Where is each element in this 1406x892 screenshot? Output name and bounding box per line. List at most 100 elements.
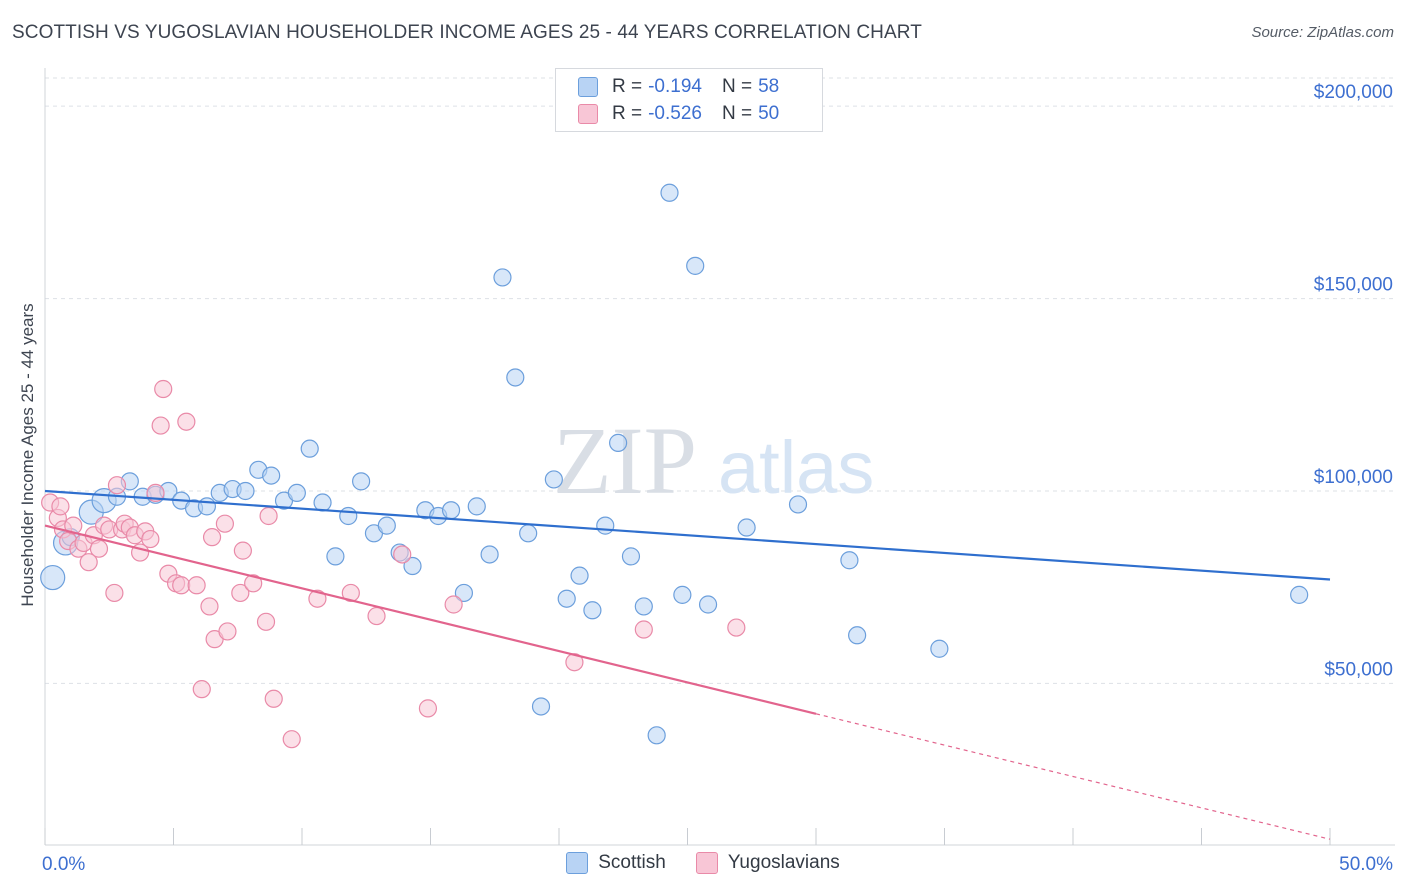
y-tick-label: $200,000: [1314, 82, 1393, 103]
chart-title: SCOTTISH VS YUGOSLAVIAN HOUSEHOLDER INCO…: [12, 22, 922, 43]
yugoslavian-point: [79, 553, 98, 572]
yugoslavian-point: [141, 529, 160, 549]
yugoslavian-point: [231, 583, 250, 603]
legend-item-scottish: Scottish: [566, 852, 666, 874]
yugoslavian-point: [256, 612, 276, 631]
scottish-point: [287, 483, 306, 503]
scottish-point: [493, 268, 512, 287]
yugoslavian-point: [418, 699, 438, 718]
scottish-point: [326, 547, 345, 566]
yugoslavian-point: [154, 379, 173, 399]
scottish-point: [788, 495, 808, 514]
yugoslavian-point: [177, 412, 196, 431]
axes: [44, 68, 1395, 846]
yugoslavian-point: [308, 589, 327, 608]
y-tick-label: $100,000: [1314, 467, 1393, 488]
yugoslavian-point: [233, 541, 252, 560]
scottish-point: [313, 493, 332, 512]
yugoslavian-point: [202, 528, 222, 547]
scottish-point: [506, 368, 525, 387]
yugoslavian-point: [727, 618, 746, 637]
yugoslavian-points: [41, 379, 746, 749]
yugoslavian-point: [107, 476, 127, 495]
yugoslavian-point: [393, 545, 412, 564]
scottish-point: [673, 585, 692, 604]
source-credit: Source: ZipAtlas.com: [1251, 24, 1394, 41]
n-label: N =: [721, 103, 753, 124]
scottish-point: [557, 589, 576, 608]
yugoslavian-point: [172, 576, 191, 595]
y-tick-label: $50,000: [1324, 659, 1393, 680]
correlation-legend: R = -0.194 N = 58 R = -0.526 N = 50: [555, 68, 823, 132]
yugoslavian-point: [259, 506, 278, 526]
x-tick-label-start: 0.0%: [42, 854, 85, 875]
legend-item-yugoslavians: Yugoslavians: [695, 852, 840, 874]
legend-label-yugoslavians: Yugoslavians: [727, 852, 840, 873]
yugoslavian-point: [151, 416, 170, 435]
scottish-point: [698, 595, 718, 614]
scottish-point: [848, 626, 867, 645]
yugoslavian-point: [192, 680, 211, 699]
yugoslavian-trend-line: [44, 524, 817, 715]
yugoslavian-point: [264, 689, 283, 708]
scottish-swatch: [578, 77, 598, 97]
scottish-point: [609, 433, 628, 452]
scottish-point: [480, 545, 499, 564]
scottish-point: [660, 183, 679, 202]
scottish-point: [403, 556, 422, 576]
scottish-point: [570, 566, 589, 585]
n-value: 50: [758, 103, 780, 124]
scottish-point: [583, 601, 602, 620]
scottish-point: [236, 481, 255, 501]
scottish-points: [40, 183, 1309, 745]
r-label: R =: [612, 103, 643, 124]
scottish-point: [352, 472, 371, 491]
yugoslavian-point: [444, 595, 463, 614]
yugoslavian-point: [51, 497, 70, 516]
scottish-point: [737, 518, 756, 537]
scottish-point: [544, 470, 563, 489]
yugoslavian-swatch: [695, 852, 718, 874]
x-tick-label-end: 50.0%: [1339, 854, 1393, 875]
yugoslavian-point: [105, 583, 124, 603]
yugoslavian-point: [146, 483, 165, 503]
scottish-point: [1290, 585, 1309, 604]
scottish-point: [454, 583, 474, 603]
scottish-point: [467, 497, 486, 516]
scottish-point: [40, 564, 66, 591]
n-label: N =: [721, 76, 753, 97]
yugoslavian-swatch: [578, 104, 598, 124]
yugoslavian-point: [187, 576, 206, 595]
scottish-point: [197, 497, 217, 516]
legend-row-yugoslavians: R = -0.526 N = 50: [578, 102, 779, 126]
y-axis-label: Householder Income Ages 25 - 44 years: [18, 303, 37, 607]
scottish-point: [621, 547, 641, 566]
scottish-point: [596, 516, 615, 535]
scottish-point: [441, 501, 461, 520]
yugoslavian-point: [244, 574, 263, 593]
scottish-point: [647, 726, 666, 745]
scottish-point: [300, 439, 319, 458]
legend-label-scottish: Scottish: [598, 852, 666, 873]
scottish-point: [262, 466, 281, 485]
r-label: R =: [612, 76, 643, 97]
scottish-point: [339, 506, 358, 526]
yugoslavian-point: [282, 730, 301, 749]
watermark-atlas: atlas: [718, 426, 874, 509]
scottish-point: [377, 516, 396, 535]
scottish-point: [930, 639, 949, 658]
r-value: -0.526: [648, 103, 702, 124]
yugoslavian-point: [218, 622, 237, 641]
trend-lines: [44, 489, 1331, 840]
yugoslavian-point: [634, 620, 653, 639]
tick-labels: $50,000 $100,000 $150,000 $200,000 0.0% 50.0%: [42, 82, 1393, 875]
scottish-point: [519, 524, 538, 543]
yugoslavian-point: [341, 583, 360, 603]
yugoslavian-point: [367, 606, 386, 626]
n-value: 58: [758, 76, 780, 97]
yugoslavian-point: [200, 597, 219, 616]
watermark-zip: ZIP: [553, 407, 697, 514]
series-legend: Scottish Yugoslavians: [0, 852, 1406, 874]
yugoslavian-point: [215, 514, 234, 533]
